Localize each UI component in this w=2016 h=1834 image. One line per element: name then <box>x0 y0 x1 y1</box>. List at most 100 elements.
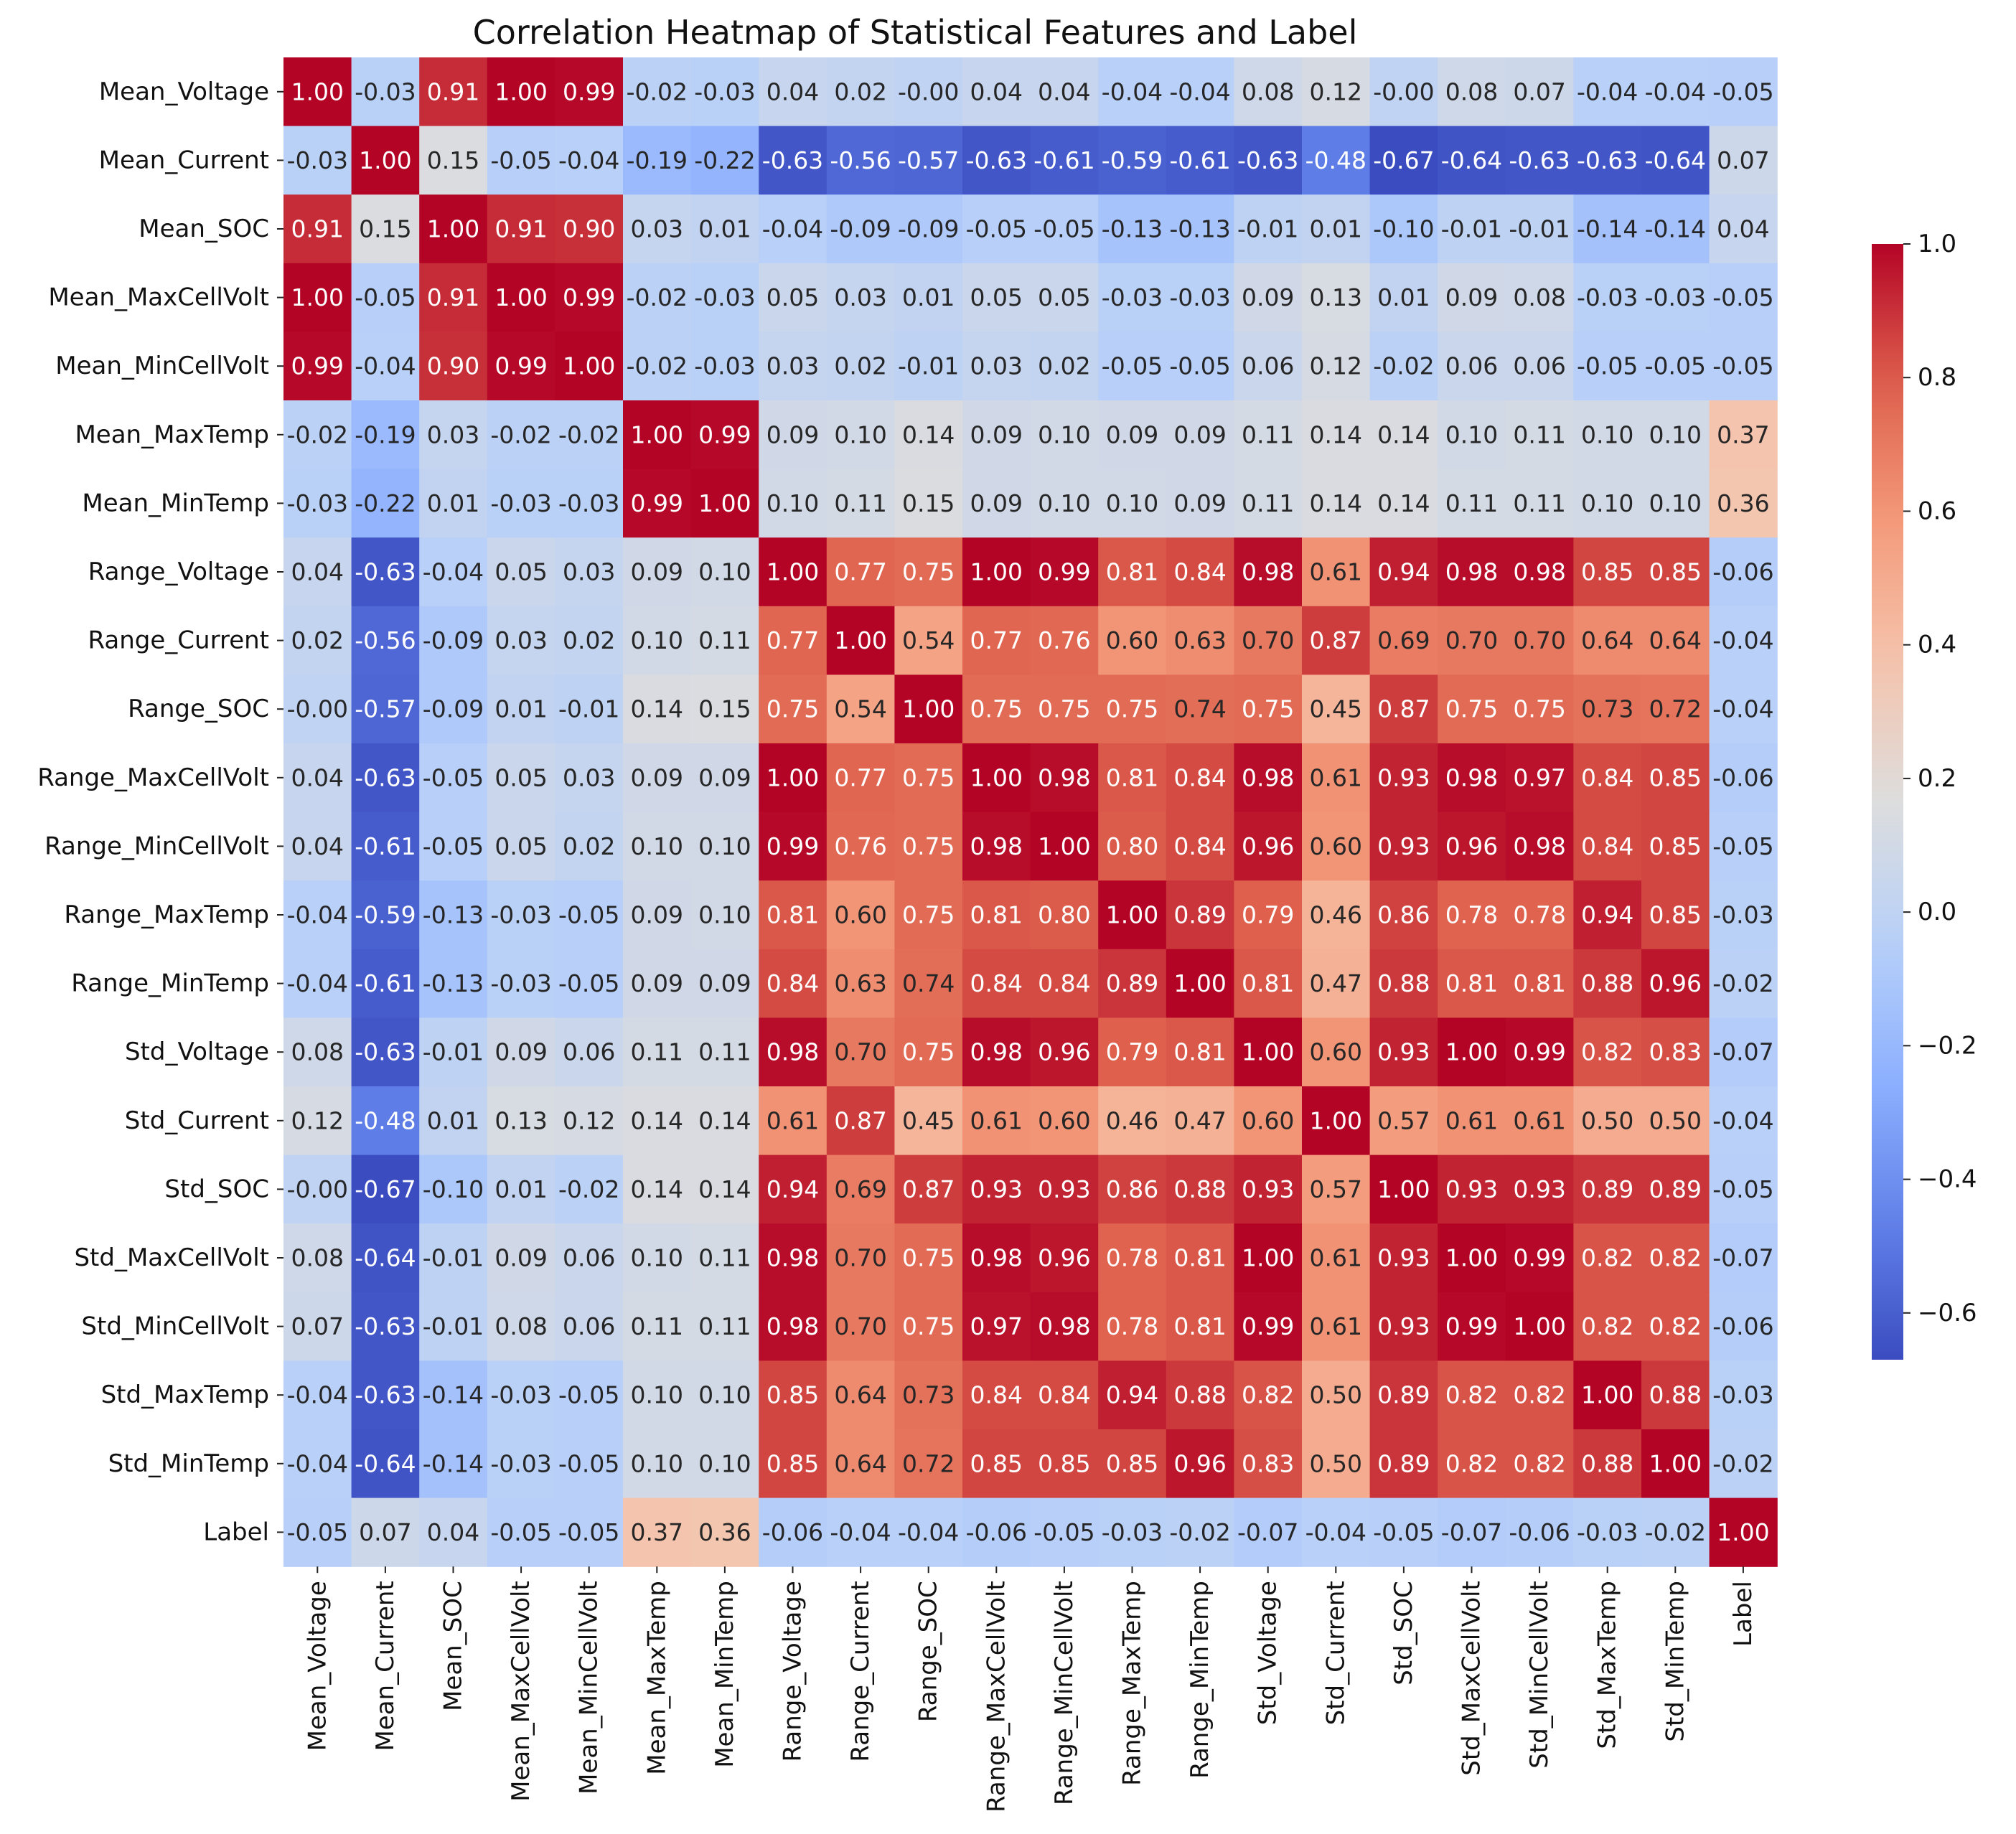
cell-label-17-15: 0.61 <box>1310 1244 1362 1272</box>
heatmap-cell-21-17 <box>1438 1497 1506 1567</box>
cell-label-10-20: 0.85 <box>1649 763 1702 791</box>
cell-label-6-12: 0.10 <box>1106 489 1158 517</box>
cell-label-19-6: 0.10 <box>698 1381 751 1409</box>
heatmap-cell-7-12 <box>1098 537 1167 607</box>
y-tick-label-15: Std_Current <box>125 1106 269 1135</box>
heatmap-cell-20-15 <box>1302 1429 1371 1499</box>
heatmap-cell-5-3 <box>487 400 555 470</box>
cell-label-9-9: 1.00 <box>902 695 955 723</box>
heatmap-cell-5-10 <box>962 400 1031 470</box>
cell-label-4-7: 0.03 <box>766 352 819 380</box>
heatmap-cell-13-2 <box>419 949 488 1018</box>
cell-label-20-14: 0.83 <box>1242 1449 1294 1477</box>
heatmap-cell-18-2 <box>419 1292 488 1361</box>
cell-label-17-19: 0.82 <box>1581 1244 1633 1272</box>
heatmap-cell-6-7 <box>759 469 828 538</box>
heatmap-cell-7-21 <box>1709 537 1778 607</box>
cell-label-19-21: -0.03 <box>1712 1381 1773 1409</box>
heatmap-cell-0-13 <box>1166 57 1234 127</box>
heatmap-cell-1-13 <box>1166 126 1234 195</box>
cell-label-6-3: -0.03 <box>490 489 551 517</box>
heatmap-cell-12-21 <box>1709 880 1778 950</box>
heatmap-cell-19-4 <box>555 1360 624 1430</box>
cell-label-9-16: 0.87 <box>1377 695 1430 723</box>
cell-label-16-11: 0.93 <box>1038 1175 1090 1203</box>
cell-label-9-7: 0.75 <box>766 695 819 723</box>
heatmap-cell-2-1 <box>351 194 420 264</box>
cell-label-9-5: 0.14 <box>631 695 683 723</box>
cell-label-7-20: 0.85 <box>1649 558 1702 586</box>
heatmap-cell-15-12 <box>1098 1086 1167 1156</box>
heatmap-cell-4-14 <box>1234 331 1303 401</box>
heatmap-cell-6-18 <box>1505 469 1574 538</box>
heatmap-cell-12-3 <box>487 880 555 950</box>
heatmap-cell-1-20 <box>1641 126 1710 195</box>
cell-label-5-5: 1.00 <box>631 420 683 448</box>
cell-label-0-14: 0.08 <box>1242 77 1294 105</box>
heatmap-cell-6-3 <box>487 469 555 538</box>
heatmap-cell-9-16 <box>1369 674 1438 744</box>
cell-label-3-0: 1.00 <box>291 283 344 311</box>
y-tick-label-18: Std_MinCellVolt <box>81 1312 269 1341</box>
cell-label-7-2: -0.04 <box>423 558 484 586</box>
cell-label-8-0: 0.02 <box>291 626 344 654</box>
heatmap-cell-2-11 <box>1030 194 1099 264</box>
cell-label-2-6: 0.01 <box>698 215 751 243</box>
heatmap-cell-9-0 <box>283 674 352 744</box>
heatmap-cell-20-6 <box>690 1429 759 1499</box>
heatmap-cell-9-4 <box>555 674 624 744</box>
heatmap-cell-10-11 <box>1030 743 1099 813</box>
heatmap-cell-7-10 <box>962 537 1031 607</box>
heatmap-cell-19-18 <box>1505 1360 1574 1430</box>
heatmap-cell-11-19 <box>1573 812 1642 881</box>
colorbar-tick-label-1: −0.4 <box>1918 1165 1977 1194</box>
cell-label-19-10: 0.84 <box>970 1381 1023 1409</box>
heatmap-cell-0-4 <box>555 57 624 127</box>
heatmap-cell-8-17 <box>1438 606 1506 675</box>
heatmap-cell-9-14 <box>1234 674 1303 744</box>
heatmap-cell-8-9 <box>894 606 963 675</box>
heatmap-cell-0-9 <box>894 57 963 127</box>
heatmap-cell-14-5 <box>623 1017 692 1087</box>
heatmap-cell-13-9 <box>894 949 963 1018</box>
cell-label-2-1: 0.15 <box>359 215 411 243</box>
cell-label-7-12: 0.81 <box>1106 558 1158 586</box>
heatmap-cell-18-6 <box>690 1292 759 1361</box>
cell-label-1-19: -0.63 <box>1577 146 1638 174</box>
cell-label-13-9: 0.74 <box>902 969 955 997</box>
heatmap-cell-11-16 <box>1369 812 1438 881</box>
cell-label-17-0: 0.08 <box>291 1244 344 1272</box>
cell-label-19-11: 0.84 <box>1038 1381 1090 1409</box>
heatmap-cell-1-15 <box>1302 126 1371 195</box>
heatmap-cell-7-16 <box>1369 537 1438 607</box>
heatmap-cell-3-18 <box>1505 263 1574 332</box>
heatmap-cell-19-9 <box>894 1360 963 1430</box>
cell-label-4-12: -0.05 <box>1102 352 1163 380</box>
heatmap-cell-17-8 <box>826 1223 895 1293</box>
cell-label-9-18: 0.75 <box>1513 695 1565 723</box>
heatmap-cell-3-9 <box>894 263 963 332</box>
cell-label-18-14: 0.99 <box>1242 1312 1294 1340</box>
cell-label-1-5: -0.19 <box>627 146 688 174</box>
cell-label-20-7: 0.85 <box>766 1449 819 1477</box>
cell-label-16-2: -0.10 <box>423 1175 484 1203</box>
cell-label-8-8: 1.00 <box>834 626 886 654</box>
y-tick-label-12: Range_MaxTemp <box>64 900 269 929</box>
cell-label-4-11: 0.02 <box>1038 352 1090 380</box>
heatmap-cell-9-3 <box>487 674 555 744</box>
cell-label-5-12: 0.09 <box>1106 420 1158 448</box>
heatmap-cell-14-2 <box>419 1017 488 1087</box>
heatmap-cell-6-15 <box>1302 469 1371 538</box>
cell-label-12-6: 0.10 <box>698 901 751 929</box>
cell-label-21-5: 0.37 <box>631 1518 683 1546</box>
cell-label-4-5: -0.02 <box>627 352 688 380</box>
heatmap-cell-20-4 <box>555 1429 624 1499</box>
cell-label-4-4: 1.00 <box>563 352 615 380</box>
heatmap-cell-3-4 <box>555 263 624 332</box>
heatmap-cell-2-18 <box>1505 194 1574 264</box>
heatmap-cell-21-5 <box>623 1497 692 1567</box>
heatmap-cell-6-0 <box>283 469 352 538</box>
heatmap-cell-15-15 <box>1302 1086 1371 1156</box>
heatmap-cell-6-5 <box>623 469 692 538</box>
heatmap-cell-20-16 <box>1369 1429 1438 1499</box>
